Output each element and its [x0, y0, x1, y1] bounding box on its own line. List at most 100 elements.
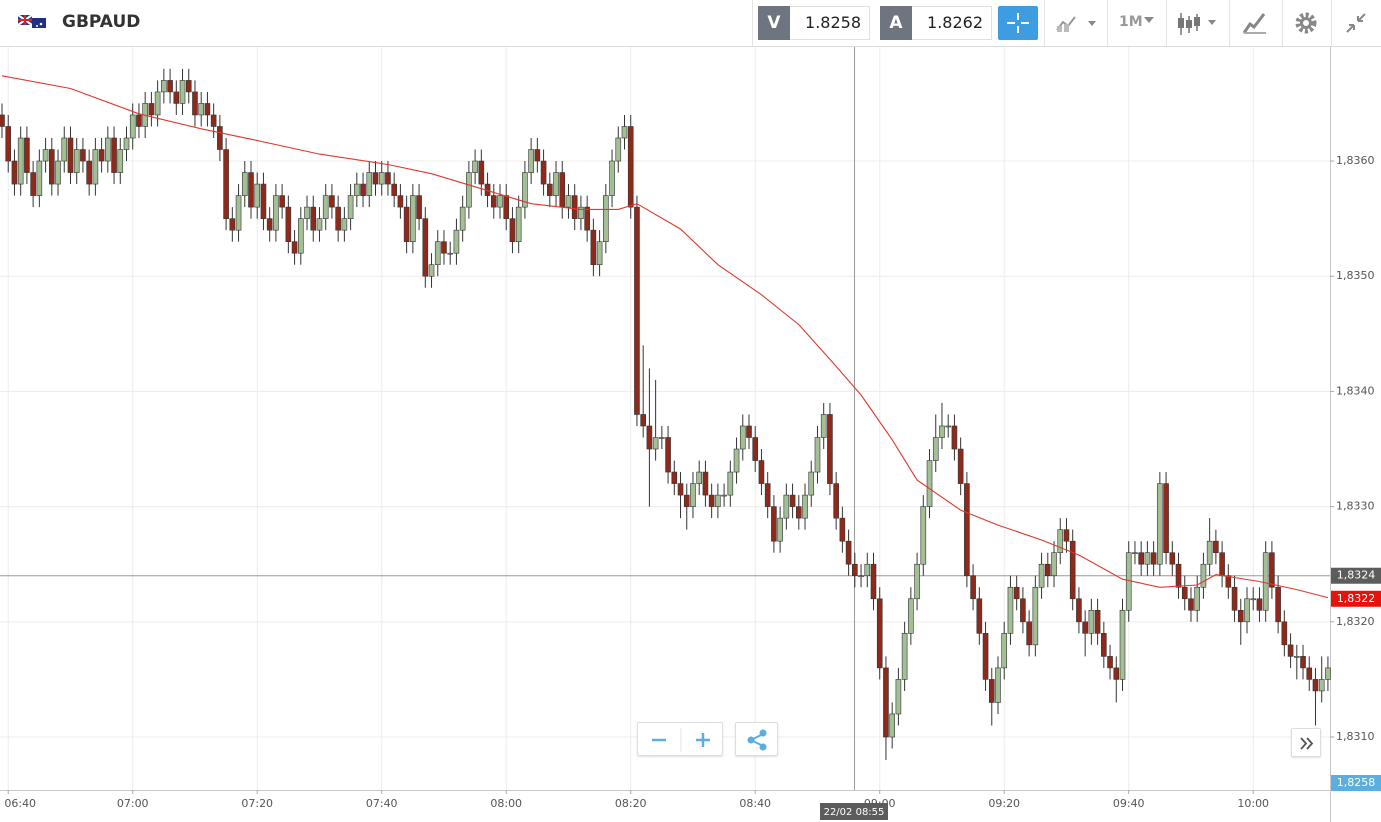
candle-body — [652, 437, 659, 450]
buy-price[interactable]: 1.8262 — [912, 6, 992, 40]
candle-body — [1287, 644, 1294, 657]
candle-body — [372, 172, 379, 185]
candle-body — [833, 483, 839, 519]
candle-body — [1281, 621, 1288, 646]
candle-body — [683, 494, 690, 507]
candle-type-button[interactable] — [1176, 11, 1222, 37]
candle-body — [434, 241, 441, 266]
candle-body — [1200, 563, 1207, 588]
candle-body — [621, 126, 628, 139]
candle-body — [248, 172, 254, 208]
candle-body — [746, 425, 752, 438]
scroll-right-button[interactable] — [1291, 728, 1321, 757]
buy-label[interactable]: A — [880, 6, 912, 40]
candle-body — [901, 633, 908, 680]
candle-body — [1269, 552, 1275, 588]
candle-body — [503, 195, 510, 219]
candle-body — [1194, 586, 1200, 611]
y-tick-label: 1,8350 — [1336, 269, 1375, 282]
x-tick-label: 07:20 — [241, 797, 273, 810]
candle-body — [48, 149, 55, 185]
candle-body — [659, 437, 665, 439]
candle-body — [1163, 483, 1169, 554]
candle-body — [876, 598, 883, 669]
candle-body — [254, 183, 261, 208]
candle-body — [1088, 609, 1095, 634]
candle-body — [1325, 667, 1331, 680]
candle-body — [1038, 563, 1045, 588]
timeframe[interactable]: 1M — [1119, 14, 1143, 30]
y-tick-label: 1,8320 — [1336, 615, 1375, 628]
settings-button[interactable] — [1293, 10, 1319, 36]
candle-body — [1001, 633, 1008, 669]
candle-body — [366, 172, 373, 196]
candle-body — [322, 195, 329, 219]
candle-body — [341, 218, 348, 231]
candle-body — [677, 483, 684, 496]
candle-body — [204, 103, 211, 116]
candle-body — [129, 114, 136, 139]
candle-body — [329, 195, 335, 208]
candle-body — [1219, 552, 1225, 577]
collapse-button[interactable] — [1344, 11, 1370, 35]
candle-body — [1169, 552, 1176, 565]
candle-body — [403, 206, 410, 242]
candle-body — [926, 460, 933, 507]
candle-body — [1069, 540, 1076, 600]
candle-body — [827, 414, 833, 484]
candle-body — [783, 494, 790, 519]
sell-label[interactable]: V — [758, 6, 790, 40]
candle-body — [304, 206, 310, 219]
x-tick-label: 07:40 — [366, 797, 398, 810]
candle-body — [522, 172, 528, 208]
candle-body — [1256, 598, 1263, 611]
candle-body — [964, 483, 970, 577]
candle-body — [914, 563, 920, 600]
candle-body — [466, 172, 472, 208]
candle-body — [397, 195, 404, 208]
zoom-in[interactable] — [696, 733, 710, 747]
candle-body — [634, 206, 640, 415]
candle-body — [540, 160, 547, 185]
candle-body — [845, 540, 852, 565]
candle-body — [951, 425, 958, 450]
candle-body — [117, 149, 124, 173]
candle-body — [1057, 529, 1064, 554]
candle-body — [883, 667, 889, 738]
candle-body — [167, 80, 173, 93]
candle-body — [640, 414, 646, 427]
candle-body — [559, 172, 566, 208]
x-tick-label: 08:40 — [739, 797, 771, 810]
sell-price[interactable]: 1.8258 — [790, 6, 870, 40]
candle-body — [0, 114, 5, 127]
candle-body — [646, 425, 653, 450]
candle-body — [55, 160, 61, 185]
candle-body — [1013, 586, 1020, 600]
candle-body — [1063, 529, 1070, 542]
candle-body — [1318, 679, 1325, 692]
candle-body — [1275, 586, 1281, 623]
draw-tool-button[interactable] — [1242, 11, 1268, 35]
candle-body — [1237, 609, 1244, 623]
candle-body — [671, 471, 678, 484]
toolbar: GBPAUD V 1.8258 A 1.8262 1M — [0, 0, 1381, 47]
crosshair-button[interactable] — [998, 6, 1038, 40]
candle-body — [1206, 540, 1213, 565]
share-button[interactable] — [735, 722, 778, 756]
candle-body — [995, 667, 1001, 703]
candle-body — [354, 183, 360, 196]
candle-body — [970, 575, 976, 600]
candle-body — [1051, 552, 1057, 577]
x-tick-label: 08:20 — [615, 797, 647, 810]
candle-body — [571, 195, 578, 219]
candle-body — [297, 218, 304, 254]
candle-body — [665, 437, 671, 473]
candle-body — [192, 91, 198, 116]
candle-body — [123, 137, 130, 150]
candle-body — [509, 218, 516, 242]
candle-body — [478, 160, 485, 185]
chart-type-button[interactable] — [1055, 12, 1100, 34]
candle-body — [73, 149, 80, 173]
candle-body — [98, 149, 105, 162]
x-tick-label: 10:00 — [1237, 797, 1269, 810]
